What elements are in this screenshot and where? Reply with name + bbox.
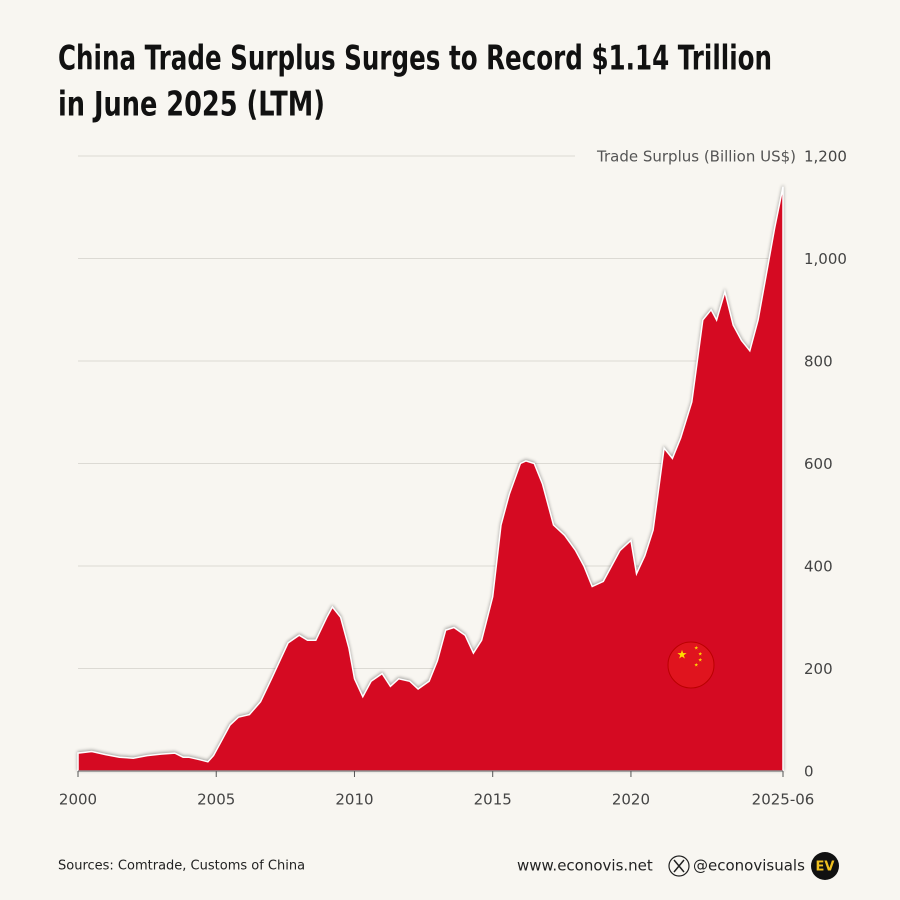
plot: 0 200 400 600 800 1,000 1,200 2000 2005 2010 2015 2… (59, 148, 847, 809)
chart-title: in June 2025 (LTM) (58, 85, 325, 125)
svg-text:★: ★ (694, 646, 699, 652)
logo-badge (811, 852, 839, 880)
y-tick-label: 200 (804, 660, 833, 678)
y-tick-label: 600 (804, 455, 833, 473)
y-tick-label: 400 (804, 558, 833, 576)
handle: @econovisuals (693, 857, 805, 875)
x-icon (668, 855, 690, 877)
area (77, 186, 784, 772)
x-tick-label: 2015 (474, 791, 512, 809)
x-tick-label: 2020 (612, 791, 650, 809)
y-tick-label: 0 (804, 763, 814, 781)
x-tick-label: 2005 (197, 791, 235, 809)
y-tick-label: 800 (804, 353, 833, 371)
website: www.econovis.net (517, 857, 653, 875)
flag-icon: ★ ★ ★ ★ ★ (667, 641, 715, 689)
x-tick-label: 2010 (335, 791, 373, 809)
x-tick-label: 2000 (59, 791, 97, 809)
svg-text:★: ★ (677, 648, 688, 662)
y-tick-label: 1,000 (804, 250, 847, 268)
y-tick-label: 1,200 (804, 148, 847, 166)
svg-text:★: ★ (698, 652, 703, 658)
svg-text:★: ★ (694, 663, 699, 669)
sources: Sources: Comtrade, Customs of China (58, 859, 305, 874)
logo: EV (816, 860, 835, 875)
y-axis-label: Trade Surplus (Billion US$) (596, 148, 796, 166)
svg-text:★: ★ (698, 658, 703, 664)
chart-title: China Trade Surplus Surges to Record $1.… (58, 39, 772, 79)
x-tick-label: 2025-06 (752, 791, 815, 809)
